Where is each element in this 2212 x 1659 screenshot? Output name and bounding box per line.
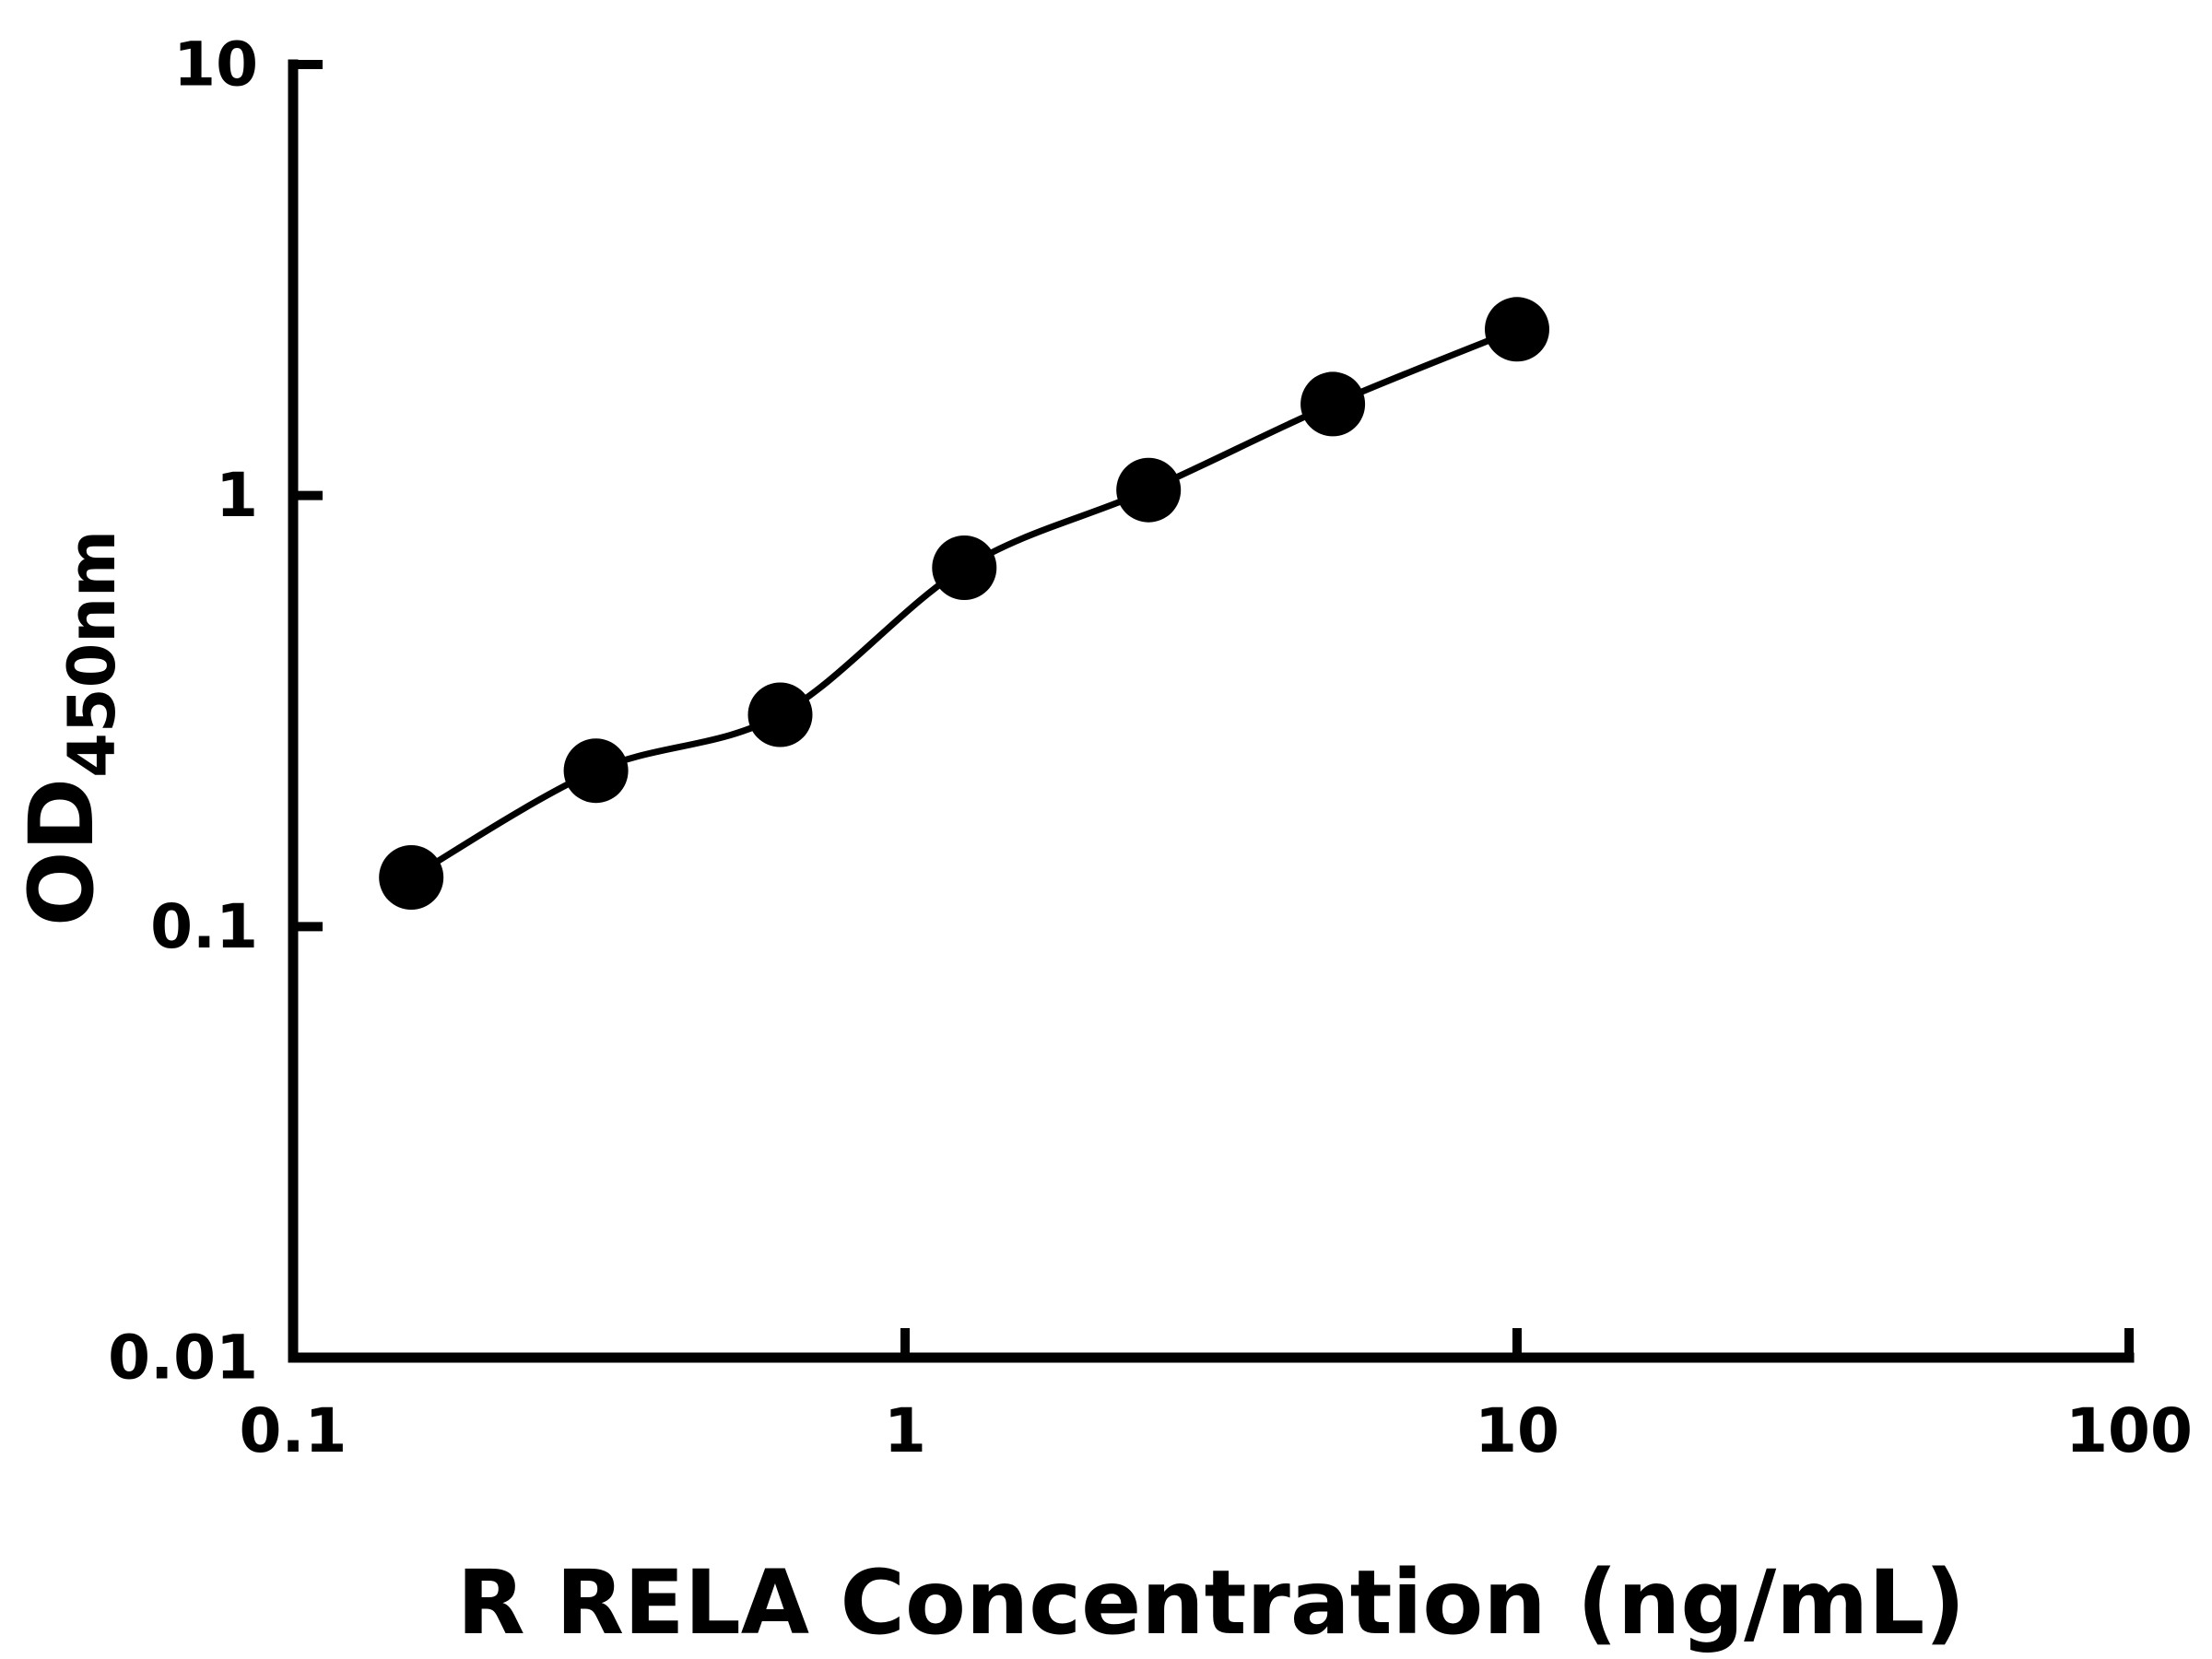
y-axis-title-main: OD bbox=[10, 778, 113, 926]
data-point bbox=[932, 535, 997, 600]
data-point bbox=[747, 682, 813, 747]
data-point bbox=[1300, 371, 1366, 437]
x-tick-label: 10 bbox=[1475, 1395, 1559, 1466]
data-point bbox=[563, 738, 629, 804]
y-axis-title-subscript: 450nm bbox=[54, 530, 130, 778]
x-axis-title: R RELA Concentration (ng/mL) bbox=[457, 1551, 1965, 1654]
x-tick-label: 1 bbox=[884, 1395, 926, 1466]
data-point bbox=[1116, 457, 1182, 523]
y-axis-title: OD450nm bbox=[10, 530, 130, 926]
y-tick-label: 10 bbox=[173, 29, 258, 100]
x-tick-label: 100 bbox=[2065, 1395, 2193, 1466]
y-tick-label: 1 bbox=[216, 460, 258, 531]
y-tick-label: 0.1 bbox=[150, 891, 258, 962]
x-tick-label: 0.1 bbox=[240, 1395, 347, 1466]
y-tick-label: 0.01 bbox=[108, 1323, 258, 1394]
data-point bbox=[1485, 297, 1549, 362]
data-point bbox=[379, 845, 444, 910]
